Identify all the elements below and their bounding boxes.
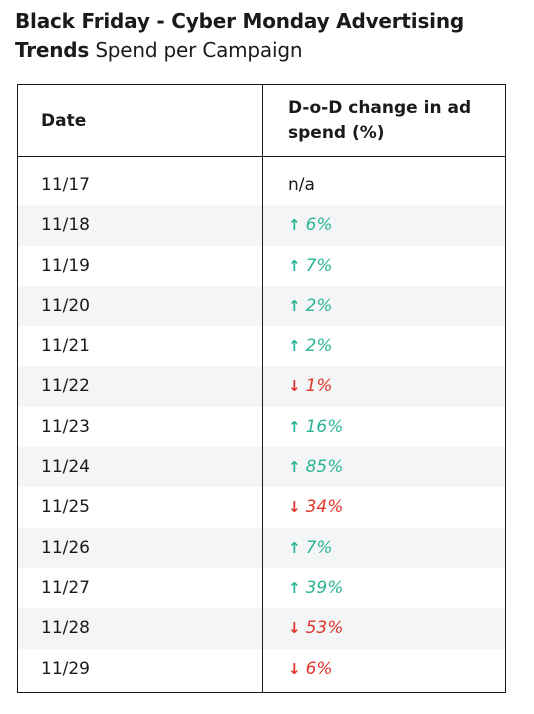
row-background: [18, 285, 262, 327]
row-background: [18, 527, 262, 568]
header-date: Date: [41, 111, 87, 131]
row-background: [263, 447, 505, 488]
change-value: 7%: [305, 537, 333, 558]
change-value: 6%: [305, 215, 333, 236]
table-row: 11/27 ↑ 39%: [18, 568, 505, 608]
cell-change: n/a: [288, 175, 315, 195]
page-title: Black Friday - Cyber Monday Advertising …: [15, 7, 520, 65]
row-background: [18, 366, 262, 407]
table-row: 11/20 ↑ 2%: [18, 285, 505, 327]
header-change: D-o-D change in ad spend (%): [288, 98, 472, 143]
row-background: [263, 205, 505, 246]
arrow-up-icon: ↑: [288, 216, 301, 235]
change-value: 16%: [305, 416, 344, 437]
table-row: 11/19 ↑ 7%: [18, 246, 505, 286]
cell-date: 11/24: [41, 457, 90, 478]
cell-date: 11/19: [41, 255, 90, 276]
arrow-down-icon: ↓: [288, 659, 301, 678]
change-value: 6%: [305, 658, 333, 679]
table-row: 11/29 ↓ 6%: [18, 649, 505, 689]
arrow-up-icon: ↑: [288, 578, 301, 597]
cell-date: 11/22: [41, 376, 90, 397]
cell-change: ↑ 2%: [288, 296, 333, 316]
row-background: [18, 608, 262, 649]
arrow-down-icon: ↓: [288, 619, 301, 638]
cell-change: ↑ 39%: [288, 578, 343, 598]
table-row: 11/24 ↑ 85%: [18, 447, 505, 488]
table-row: 11/22 ↓ 1%: [18, 366, 505, 407]
change-value: n/a: [288, 175, 315, 195]
change-value: 2%: [305, 336, 333, 357]
row-background: [263, 527, 505, 568]
cell-change: ↑ 6%: [288, 215, 333, 235]
cell-change: ↓ 53%: [288, 618, 343, 638]
table-row: 11/28 ↓ 53%: [18, 608, 505, 649]
cell-date: 11/20: [41, 295, 90, 316]
change-value: 39%: [305, 577, 344, 598]
cell-date: 11/23: [41, 416, 90, 437]
data-table: [17, 84, 506, 693]
table-row: 11/25 ↓ 34%: [18, 487, 505, 527]
cell-date: 11/18: [41, 215, 90, 236]
table-header: Date D-o-D change in ad spend (%): [17, 84, 506, 157]
row-background: [263, 366, 505, 407]
table-row: 11/18 ↑ 6%: [18, 205, 505, 246]
change-value: 34%: [305, 497, 344, 518]
cell-date: 11/26: [41, 537, 90, 558]
cell-change: ↑ 16%: [288, 417, 343, 437]
cell-change: ↓ 6%: [288, 659, 333, 679]
title-subtitle: Spend per Campaign: [95, 38, 303, 62]
cell-date: 11/21: [41, 336, 90, 357]
arrow-up-icon: ↑: [288, 337, 301, 356]
arrow-up-icon: ↑: [288, 417, 301, 436]
cell-change: ↓ 1%: [288, 376, 333, 396]
change-value: 7%: [305, 255, 333, 276]
cell-change: ↓ 34%: [288, 497, 343, 517]
title-bold: Black Friday - Cyber Monday Advertising …: [15, 9, 464, 62]
cell-date: 11/27: [41, 577, 90, 598]
change-value: 2%: [305, 295, 333, 316]
arrow-up-icon: ↑: [288, 458, 301, 477]
row-background: [18, 205, 262, 246]
cell-date: 11/17: [41, 175, 90, 195]
cell-date: 11/28: [41, 618, 90, 639]
cell-date: 11/25: [41, 497, 90, 518]
change-value: 85%: [305, 457, 344, 478]
cell-date: 11/29: [41, 658, 90, 679]
arrow-up-icon: ↑: [288, 296, 301, 315]
cell-change: ↑ 85%: [288, 457, 343, 477]
change-value: 1%: [305, 376, 333, 397]
cell-change: ↑ 7%: [288, 256, 333, 276]
cell-change: ↑ 7%: [288, 538, 333, 558]
arrow-up-icon: ↑: [288, 538, 301, 557]
column-divider: [262, 84, 263, 693]
table-row: 11/26 ↑ 7%: [18, 527, 505, 568]
change-value: 53%: [305, 618, 344, 639]
row-background: [263, 285, 505, 327]
row-background: [263, 608, 505, 649]
arrow-down-icon: ↓: [288, 498, 301, 517]
arrow-up-icon: ↑: [288, 256, 301, 275]
table-body: 11/17 n/a 11/18 ↑ 6% 11/19 ↑ 7% 11/20 ↑ 2% 11/21 ↑ 2%…: [18, 165, 505, 689]
arrow-down-icon: ↓: [288, 377, 301, 396]
table-row: 11/23 ↑ 16%: [18, 407, 505, 447]
cell-change: ↑ 2%: [288, 336, 333, 356]
row-background: [18, 447, 262, 488]
table-row: 11/17 n/a: [18, 165, 505, 205]
table-row: 11/21 ↑ 2%: [18, 326, 505, 366]
